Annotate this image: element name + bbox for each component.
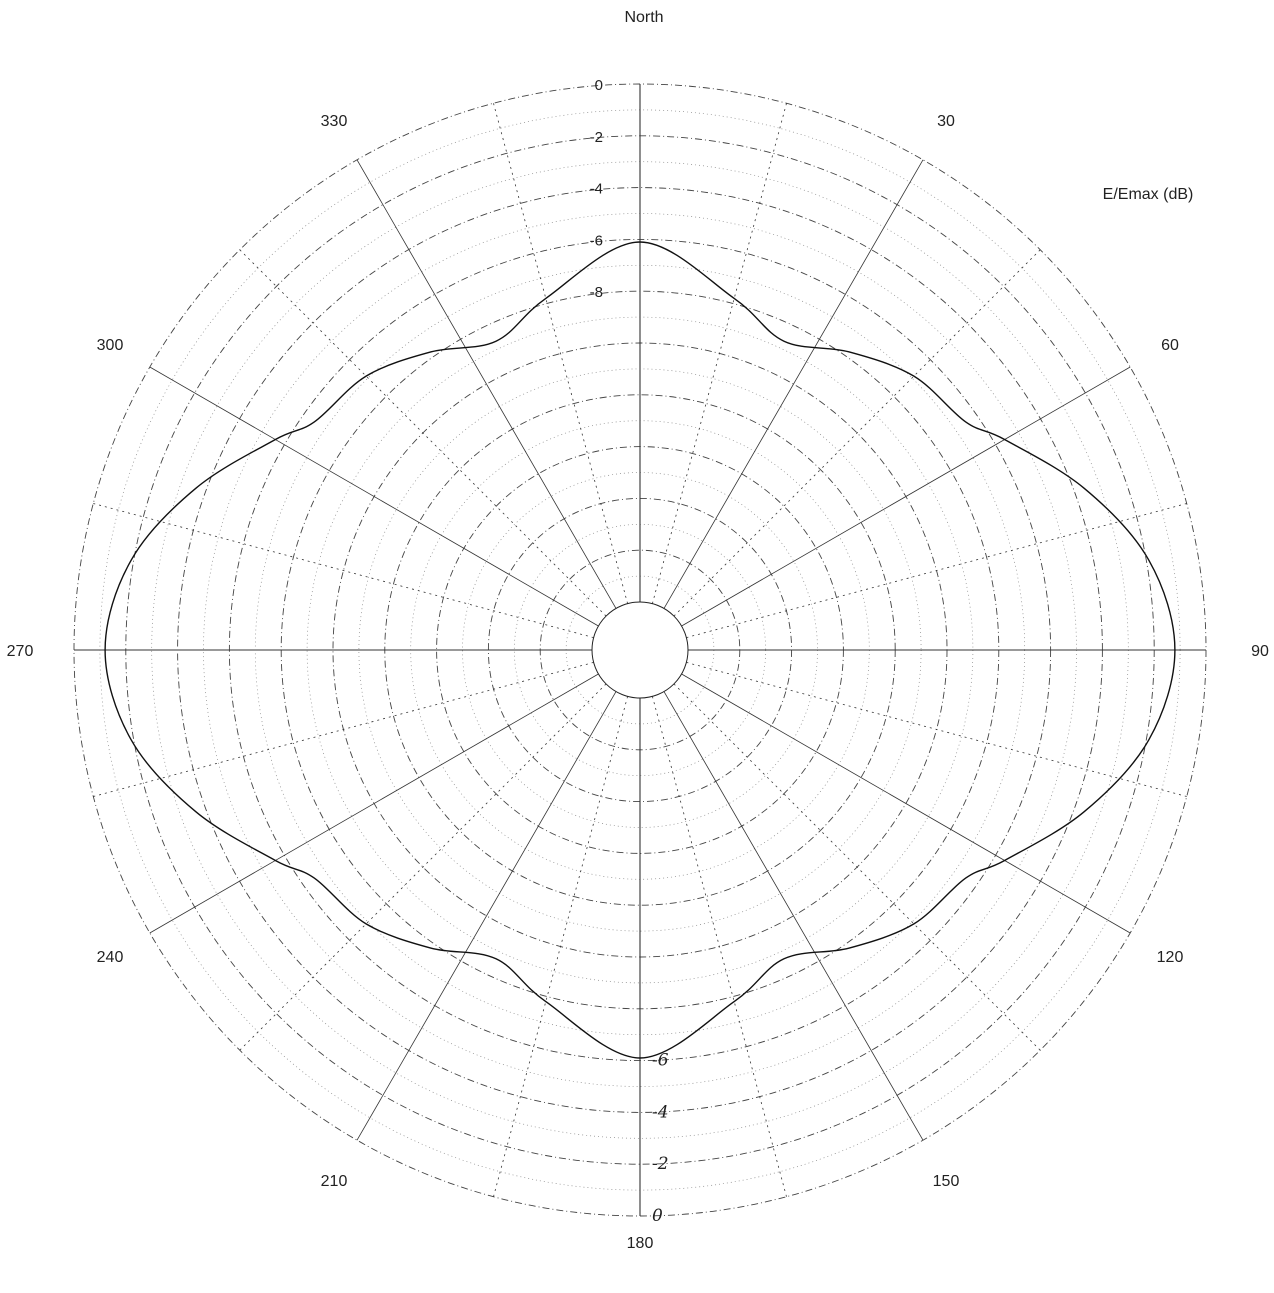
angle-label: 90 bbox=[1251, 643, 1269, 660]
radial-tick-label: -2 bbox=[590, 129, 603, 146]
grid-spoke bbox=[149, 366, 599, 627]
grid-spoke bbox=[652, 696, 787, 1197]
center-hub bbox=[591, 601, 689, 699]
angle-label: 330 bbox=[321, 113, 348, 130]
unit-label: E/Emax (dB) bbox=[1103, 186, 1194, 203]
angle-label: 150 bbox=[933, 1173, 960, 1190]
angle-label: 270 bbox=[7, 643, 34, 660]
grid-spoke bbox=[673, 683, 1041, 1051]
angle-label: 120 bbox=[1157, 949, 1184, 966]
grid-spoke bbox=[663, 159, 924, 609]
handwritten-tick-label: -2 bbox=[652, 1154, 669, 1174]
grid-spoke bbox=[686, 662, 1187, 797]
grid-spoke bbox=[681, 673, 1131, 934]
grid-spoke bbox=[239, 249, 607, 617]
grid-spoke bbox=[493, 696, 628, 1197]
grid-spoke bbox=[356, 691, 617, 1141]
grid-spoke bbox=[239, 683, 607, 1051]
grid-spoke bbox=[356, 159, 617, 609]
grid-spoke bbox=[686, 503, 1187, 638]
grid-spokes bbox=[74, 84, 1206, 1216]
grid-spoke bbox=[681, 366, 1131, 627]
grid-spoke bbox=[663, 691, 924, 1141]
grid-spoke bbox=[652, 103, 787, 604]
angle-label: 60 bbox=[1161, 337, 1179, 354]
angle-label: 240 bbox=[97, 949, 124, 966]
handwritten-tick-labels: -6 -4 -2 0 bbox=[652, 1051, 669, 1226]
radial-tick-labels: 0 -2 -4 -6 -8 bbox=[590, 77, 603, 301]
angle-label: 300 bbox=[97, 337, 124, 354]
angle-label: 210 bbox=[321, 1173, 348, 1190]
radial-tick-label: -6 bbox=[590, 232, 603, 249]
handwritten-tick-label: -6 bbox=[652, 1051, 669, 1071]
handwritten-tick-label: -4 bbox=[652, 1102, 669, 1122]
grid-spoke bbox=[673, 249, 1041, 617]
grid-spoke bbox=[93, 503, 594, 638]
grid-spoke bbox=[493, 103, 628, 604]
grid-spoke bbox=[149, 673, 599, 934]
pattern-line bbox=[104, 241, 1176, 1059]
radial-tick-label: 0 bbox=[595, 77, 603, 94]
angle-label: 180 bbox=[627, 1235, 654, 1252]
north-label: North bbox=[624, 9, 663, 26]
radial-tick-label: -4 bbox=[590, 181, 603, 198]
radial-tick-label: -8 bbox=[590, 284, 603, 301]
angle-labels: 30 60 90 120 150 180 210 240 270 300 330 bbox=[7, 113, 1269, 1252]
handwritten-tick-label: 0 bbox=[652, 1206, 663, 1226]
grid-spoke bbox=[93, 662, 594, 797]
angle-label: 30 bbox=[937, 113, 955, 130]
